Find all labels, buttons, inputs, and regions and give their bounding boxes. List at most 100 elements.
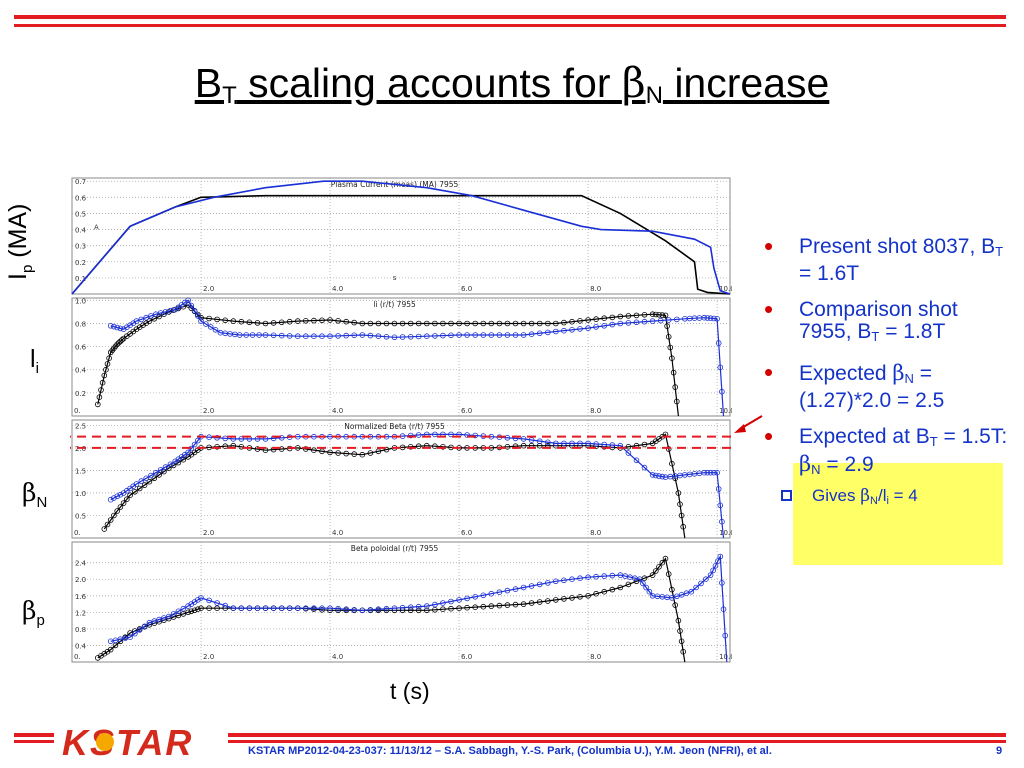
series-marker xyxy=(601,441,607,448)
series-marker xyxy=(335,318,341,324)
series-marker xyxy=(480,332,487,338)
series-marker xyxy=(577,575,583,582)
ylabel-betan: βN xyxy=(22,478,48,511)
y-tick-label: 0.3 xyxy=(75,243,86,251)
series-marker xyxy=(367,320,374,327)
series-marker xyxy=(659,312,666,318)
series-marker xyxy=(151,475,158,482)
series-marker xyxy=(456,597,462,603)
series-marker xyxy=(246,605,253,612)
series-marker xyxy=(415,320,422,327)
time-trace-plots: 2.04.06.08.010.00.10.20.30.40.50.60.7Pla… xyxy=(70,177,732,663)
footer-rule-left-2 xyxy=(14,740,54,743)
series-marker xyxy=(117,338,124,345)
page-number: 9 xyxy=(996,745,1003,757)
series-marker xyxy=(254,605,261,612)
series-marker xyxy=(520,584,527,591)
series-marker xyxy=(170,611,177,617)
series-marker xyxy=(593,590,599,597)
series-marker xyxy=(504,434,511,441)
series-marker xyxy=(512,320,519,327)
series-marker xyxy=(678,591,685,598)
y-tick-label: 0.2 xyxy=(75,259,86,267)
title-part3: increase xyxy=(662,60,830,106)
series-marker xyxy=(195,437,201,444)
series-marker xyxy=(311,605,317,612)
series-marker xyxy=(488,320,495,327)
x-tick-label: 10.0 xyxy=(719,529,732,537)
series-marker xyxy=(585,440,591,447)
series-marker xyxy=(675,617,682,624)
x-tick-label: 4.0 xyxy=(332,653,343,661)
series-marker xyxy=(132,488,138,495)
series-marker xyxy=(327,605,333,612)
series-marker xyxy=(552,328,559,335)
series-marker xyxy=(238,605,245,612)
series-marker xyxy=(719,388,725,395)
series-marker xyxy=(286,605,293,612)
series-marker xyxy=(677,501,683,508)
series-marker xyxy=(440,320,446,327)
series-marker xyxy=(236,332,243,338)
bullet-list: • Present shot 8037, BT = 1.6T • Compari… xyxy=(760,233,1010,512)
series-marker xyxy=(659,473,666,480)
series-marker xyxy=(665,317,672,323)
series-marker xyxy=(528,320,535,327)
y-tick-label: 0.1 xyxy=(75,275,86,283)
x-tick-label: 0. xyxy=(74,407,81,415)
series-marker xyxy=(593,316,599,322)
series-marker xyxy=(569,576,575,583)
series-marker xyxy=(520,601,527,607)
series-marker xyxy=(423,320,430,327)
series-marker xyxy=(652,568,659,574)
series-marker xyxy=(117,491,124,498)
series-marker xyxy=(143,475,149,482)
series-marker xyxy=(577,326,583,332)
panel-frame xyxy=(71,541,731,663)
series-marker xyxy=(278,319,285,326)
series-marker xyxy=(669,586,675,593)
series-marker xyxy=(561,596,567,602)
x-tick-label: 6.0 xyxy=(461,529,472,537)
series-marker xyxy=(107,517,114,523)
series-marker xyxy=(585,592,591,599)
series-marker xyxy=(383,607,390,614)
series-marker xyxy=(561,327,567,334)
series-marker xyxy=(678,638,685,645)
series-marker xyxy=(456,332,462,338)
series-marker xyxy=(367,450,374,456)
series-marker xyxy=(652,311,659,318)
x-tick-label: 8.0 xyxy=(590,529,601,537)
series-marker xyxy=(675,490,682,496)
series-marker xyxy=(98,387,104,393)
series-marker xyxy=(407,443,414,450)
bullet-dot-icon: • xyxy=(764,421,774,451)
series-marker xyxy=(415,432,422,438)
series-marker xyxy=(120,500,127,506)
series-marker xyxy=(249,332,256,338)
series-marker xyxy=(528,331,535,338)
series-marker xyxy=(678,512,685,519)
series-marker xyxy=(601,315,607,322)
series-marker xyxy=(214,316,220,323)
series-marker xyxy=(156,616,162,623)
series-marker xyxy=(488,603,495,609)
series-marker xyxy=(101,372,108,379)
series-marker xyxy=(230,605,237,612)
series-marker xyxy=(717,553,724,560)
series-marker xyxy=(351,319,358,326)
series-marker xyxy=(649,318,656,324)
series-marker xyxy=(504,332,511,338)
series-marker xyxy=(711,315,717,322)
series-marker xyxy=(633,312,640,319)
series-marker xyxy=(688,588,695,595)
series-marker xyxy=(609,586,616,593)
series-marker xyxy=(649,311,656,318)
series-marker xyxy=(311,333,317,340)
y-tick-label: 1.0 xyxy=(75,297,86,305)
series-marker xyxy=(175,612,182,619)
series-marker xyxy=(214,443,220,450)
series-marker xyxy=(185,297,191,304)
series-marker xyxy=(180,605,187,612)
panel-title: Beta poloidal (r/t) 7955 xyxy=(351,544,439,553)
